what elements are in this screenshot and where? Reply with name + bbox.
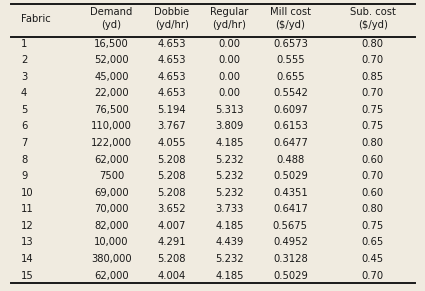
Text: 4.185: 4.185: [215, 271, 244, 281]
Text: 5.208: 5.208: [158, 155, 186, 165]
Text: 15: 15: [21, 271, 34, 281]
Text: 4.007: 4.007: [158, 221, 186, 231]
Text: 0.00: 0.00: [218, 88, 240, 98]
Text: 4.185: 4.185: [215, 138, 244, 148]
Text: 5.313: 5.313: [215, 105, 244, 115]
Text: 5.232: 5.232: [215, 155, 244, 165]
Text: 0.60: 0.60: [362, 188, 384, 198]
Text: 62,000: 62,000: [94, 155, 129, 165]
Text: 0.75: 0.75: [362, 105, 384, 115]
Text: 0.75: 0.75: [362, 221, 384, 231]
Text: 7500: 7500: [99, 171, 124, 181]
Text: 14: 14: [21, 254, 34, 264]
Text: 3: 3: [21, 72, 27, 82]
Text: 0.70: 0.70: [362, 271, 384, 281]
Text: 4.004: 4.004: [158, 271, 186, 281]
Text: 5.208: 5.208: [158, 188, 186, 198]
Text: 4.653: 4.653: [158, 72, 186, 82]
Text: 0.5675: 0.5675: [273, 221, 308, 231]
Text: 4.653: 4.653: [158, 38, 186, 49]
Text: Regular
(yd/hr): Regular (yd/hr): [210, 8, 249, 30]
Text: 0.65: 0.65: [362, 237, 384, 247]
Text: 4.653: 4.653: [158, 88, 186, 98]
Text: 0.555: 0.555: [276, 55, 305, 65]
Text: 2: 2: [21, 55, 27, 65]
Text: 0.60: 0.60: [362, 155, 384, 165]
Text: 13: 13: [21, 237, 34, 247]
Text: 0.6097: 0.6097: [273, 105, 308, 115]
Text: Demand
(yd): Demand (yd): [91, 8, 133, 30]
Text: 380,000: 380,000: [91, 254, 132, 264]
Text: 0.6417: 0.6417: [273, 204, 308, 214]
Text: 62,000: 62,000: [94, 271, 129, 281]
Text: Dobbie
(yd/hr): Dobbie (yd/hr): [154, 8, 190, 30]
Text: 0.80: 0.80: [362, 138, 384, 148]
Text: 45,000: 45,000: [94, 72, 129, 82]
Text: 122,000: 122,000: [91, 138, 132, 148]
Text: 5.232: 5.232: [215, 254, 244, 264]
Text: 0.5029: 0.5029: [273, 271, 308, 281]
Text: 0.488: 0.488: [276, 155, 304, 165]
Text: 0.655: 0.655: [276, 72, 305, 82]
Text: 0.4952: 0.4952: [273, 237, 308, 247]
Text: 0.6477: 0.6477: [273, 138, 308, 148]
Text: 4: 4: [21, 88, 27, 98]
Text: 0.00: 0.00: [218, 55, 240, 65]
Text: Fabric: Fabric: [21, 14, 51, 24]
Text: 0.00: 0.00: [218, 38, 240, 49]
Text: 1: 1: [21, 38, 27, 49]
Text: 0.85: 0.85: [362, 72, 384, 82]
Text: 110,000: 110,000: [91, 121, 132, 132]
Text: 0.6153: 0.6153: [273, 121, 308, 132]
Text: 5.208: 5.208: [158, 254, 186, 264]
Text: 3.767: 3.767: [158, 121, 186, 132]
Text: 0.75: 0.75: [362, 121, 384, 132]
Text: 0.00: 0.00: [218, 72, 240, 82]
Text: 4.291: 4.291: [158, 237, 186, 247]
Text: 0.45: 0.45: [362, 254, 384, 264]
Text: 5.194: 5.194: [158, 105, 186, 115]
Text: 5.208: 5.208: [158, 171, 186, 181]
Text: 0.5542: 0.5542: [273, 88, 308, 98]
Text: 9: 9: [21, 171, 27, 181]
Text: 10: 10: [21, 188, 34, 198]
Text: Sub. cost
($/yd): Sub. cost ($/yd): [350, 8, 396, 30]
Text: 4.185: 4.185: [215, 221, 244, 231]
Text: 7: 7: [21, 138, 27, 148]
Text: 0.70: 0.70: [362, 55, 384, 65]
Text: 82,000: 82,000: [94, 221, 129, 231]
Text: 0.5029: 0.5029: [273, 171, 308, 181]
Text: 0.80: 0.80: [362, 38, 384, 49]
Text: 6: 6: [21, 121, 27, 132]
Text: 70,000: 70,000: [94, 204, 129, 214]
Text: 10,000: 10,000: [94, 237, 129, 247]
Text: Mill cost
($/yd): Mill cost ($/yd): [270, 8, 311, 30]
Text: 11: 11: [21, 204, 34, 214]
Text: 22,000: 22,000: [94, 88, 129, 98]
Text: 3.652: 3.652: [158, 204, 186, 214]
Text: 0.3128: 0.3128: [273, 254, 308, 264]
Text: 4.653: 4.653: [158, 55, 186, 65]
Text: 4.055: 4.055: [158, 138, 186, 148]
Text: 0.6573: 0.6573: [273, 38, 308, 49]
Text: 5: 5: [21, 105, 27, 115]
Text: 0.80: 0.80: [362, 204, 384, 214]
Text: 8: 8: [21, 155, 27, 165]
Text: 4.439: 4.439: [215, 237, 244, 247]
Text: 76,500: 76,500: [94, 105, 129, 115]
Text: 52,000: 52,000: [94, 55, 129, 65]
Text: 16,500: 16,500: [94, 38, 129, 49]
Text: 12: 12: [21, 221, 34, 231]
Text: 5.232: 5.232: [215, 188, 244, 198]
Text: 5.232: 5.232: [215, 171, 244, 181]
Text: 3.733: 3.733: [215, 204, 244, 214]
Text: 0.70: 0.70: [362, 88, 384, 98]
Text: 69,000: 69,000: [94, 188, 129, 198]
Text: 3.809: 3.809: [215, 121, 244, 132]
Text: 0.4351: 0.4351: [273, 188, 308, 198]
Text: 0.70: 0.70: [362, 171, 384, 181]
